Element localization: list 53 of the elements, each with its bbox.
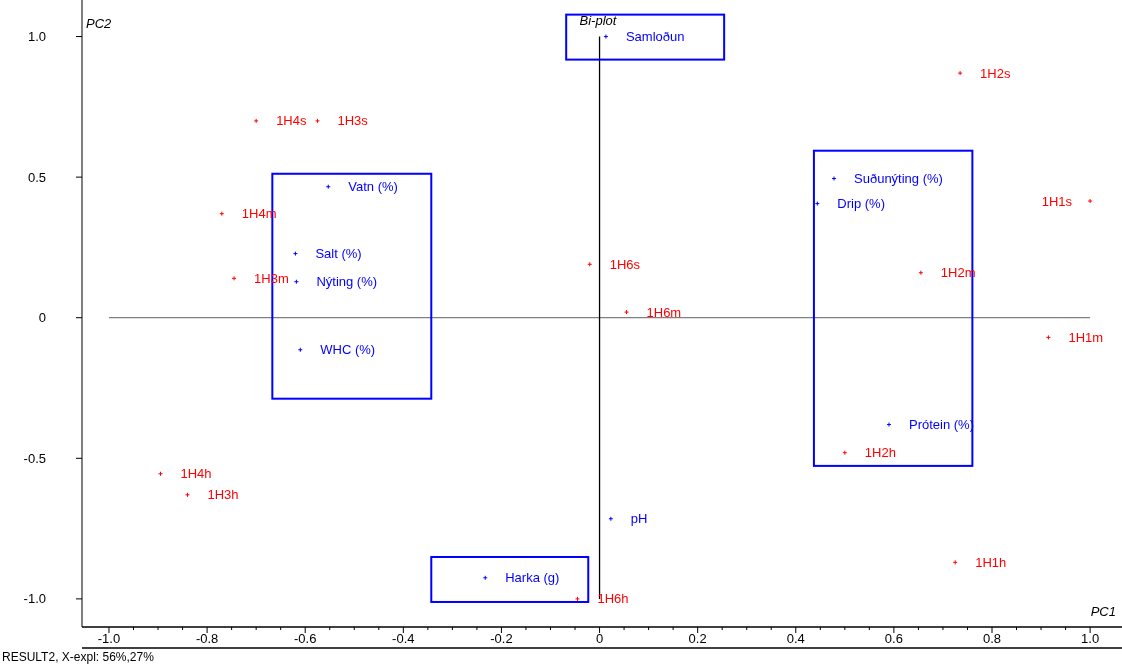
data-label: 1H4s — [276, 113, 307, 129]
point — [1087, 198, 1093, 204]
data-label: 1H6h — [597, 591, 629, 607]
text: RESULT2, X-expl: 56%,27% — [2, 650, 155, 664]
data-label: 1H2s — [980, 65, 1011, 81]
x-tick-label: 0.6 — [884, 631, 903, 646]
x-tick-label: -0.4 — [392, 631, 415, 646]
point — [574, 596, 580, 602]
x-tick-label: -0.8 — [195, 631, 219, 646]
point — [184, 492, 190, 498]
data-label: Suðunýting (%) — [854, 171, 943, 187]
data-label: 1H2h — [864, 445, 896, 461]
data-label: Drip (%) — [837, 196, 886, 212]
data-label: 1H6m — [646, 304, 682, 320]
data-label: 1H1s — [1041, 193, 1073, 209]
data-label: WHC (%) — [320, 342, 376, 358]
data-label: Samloðun — [625, 29, 685, 45]
y-tick-label: 1.0 — [27, 29, 46, 45]
x-tick-label: -0.6 — [294, 631, 317, 646]
text: Bi-plot — [579, 13, 618, 28]
data-label: 1H3s — [337, 113, 369, 129]
point — [253, 118, 259, 124]
x-tick-label: 1.0 — [1081, 631, 1100, 646]
point — [603, 34, 609, 40]
x-tick-label: -1.0 — [97, 631, 121, 646]
point — [918, 270, 924, 276]
y-tick-label: -0.5 — [23, 450, 46, 466]
point — [831, 176, 837, 182]
point — [231, 275, 237, 281]
x-tick-label: 0.2 — [688, 631, 707, 646]
y-axis-title: PC2 — [86, 16, 113, 31]
data-label: 1H3h — [207, 487, 239, 503]
x-tick-label: 0.4 — [786, 631, 805, 646]
x-tick-label: 0 — [595, 631, 604, 646]
y-tick-label: 0.5 — [27, 169, 46, 185]
data-label: 1H4h — [180, 466, 212, 482]
data-label: Vatn (%) — [348, 179, 398, 195]
data-label: Salt (%) — [315, 246, 362, 262]
x-tick-label: 0.8 — [982, 631, 1002, 646]
data-label: 1H1h — [975, 554, 1007, 570]
point — [957, 70, 963, 76]
point — [624, 309, 630, 315]
point — [314, 118, 320, 124]
y-tick-label: 0 — [38, 310, 46, 326]
data-label: pH — [630, 511, 648, 527]
data-label: Harka (g) — [505, 570, 560, 586]
data-label: 1H6s — [609, 256, 641, 272]
data-label: 1H1m — [1068, 329, 1104, 345]
y-tick-label: -1.0 — [23, 591, 46, 607]
x-axis-title: PC1 — [1090, 604, 1116, 619]
point — [886, 422, 892, 428]
x-tick-label: -0.2 — [490, 631, 513, 646]
data-label: Nýting (%) — [316, 274, 378, 290]
